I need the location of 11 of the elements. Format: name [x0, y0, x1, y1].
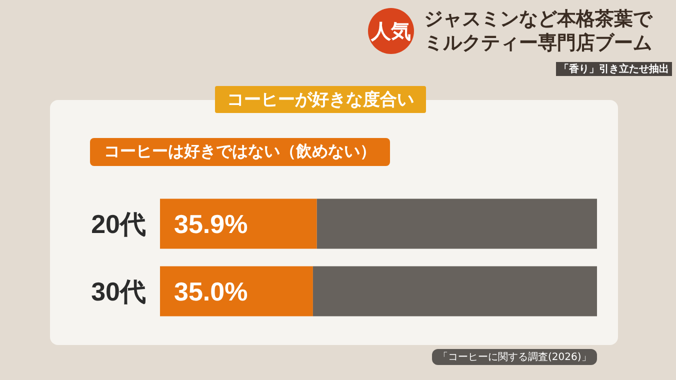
y-tick-label: 30代 [91, 276, 146, 306]
text: 人気 [368, 8, 414, 54]
text: 「コーヒーに関する調査(2026)」 [432, 349, 598, 365]
text: 「香り」引き立たせ抽出 [556, 62, 672, 76]
text: コーヒーは好きではない（飲めない） [104, 142, 376, 160]
chart-title: コーヒーが好きな度合い [227, 90, 414, 109]
y-tick-label: 20代 [91, 208, 146, 239]
data-label: 35.9% [174, 208, 248, 239]
data-label: 35.0% [174, 276, 248, 306]
text: ジャスミンなど本格茶葉で [424, 7, 652, 32]
text: ミルクティー専門店ブーム [424, 31, 652, 56]
